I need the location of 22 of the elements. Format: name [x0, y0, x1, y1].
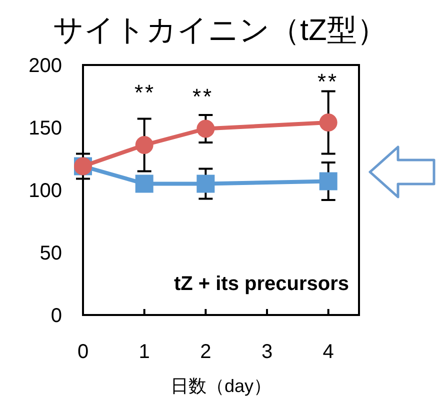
x-tick-label: 0 — [77, 341, 89, 363]
annotation: ** — [192, 84, 214, 109]
point — [319, 114, 338, 132]
x-tick-label: 3 — [261, 341, 273, 363]
y-tick-label: 50 — [40, 242, 62, 264]
y-tick-label: 150 — [28, 118, 62, 140]
y-tick-label: 200 — [28, 55, 62, 77]
x-axis-title: 日数（day） — [170, 376, 272, 396]
y-tick-label: 100 — [28, 180, 62, 202]
point — [135, 174, 154, 193]
y-tick-label: 0 — [50, 305, 62, 327]
x-tick-label: 4 — [322, 341, 334, 363]
annotation: tZ + its precursors — [174, 273, 349, 295]
annotation: ** — [134, 80, 156, 105]
chart-title: サイトカイニン（tZ型） — [53, 14, 387, 47]
point — [135, 136, 154, 154]
point — [196, 174, 215, 193]
annotation: ** — [317, 69, 339, 94]
point — [319, 172, 338, 190]
x-tick-label: 2 — [200, 341, 212, 363]
x-tick-label: 1 — [138, 341, 150, 363]
point — [196, 120, 215, 138]
